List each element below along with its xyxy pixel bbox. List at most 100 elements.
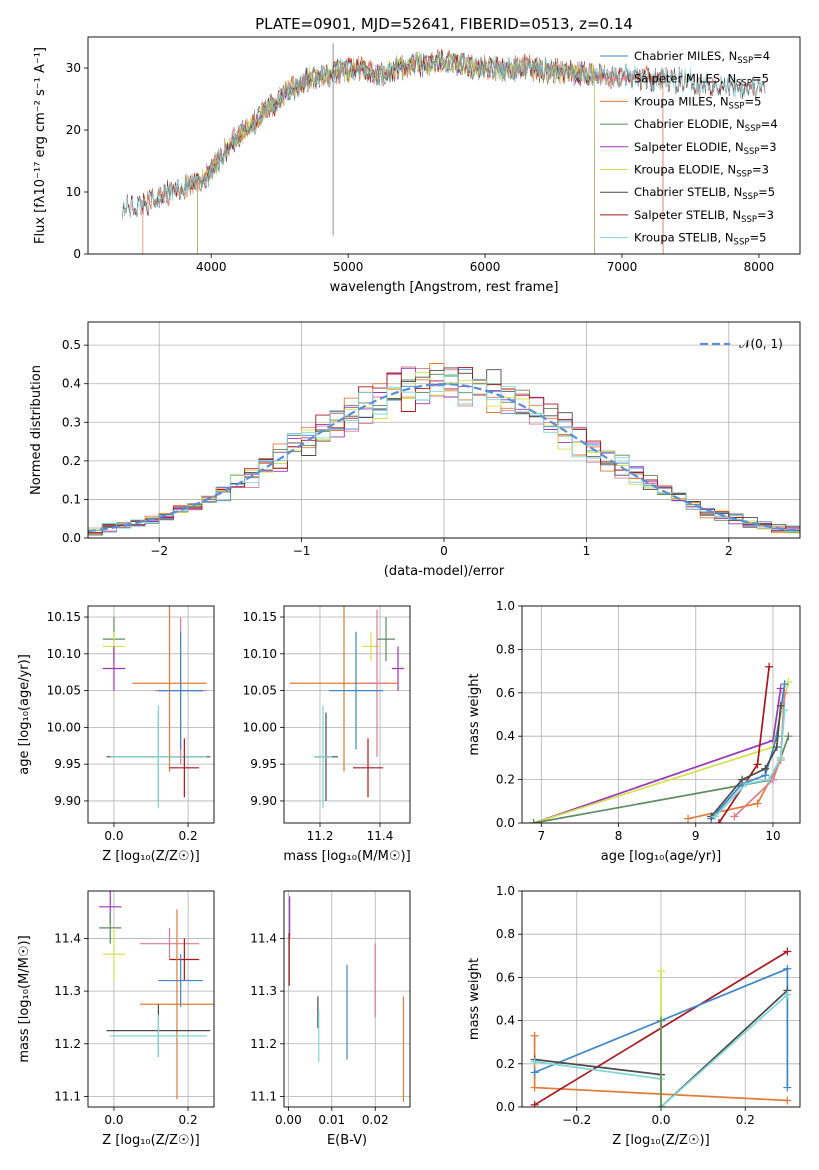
legend-label: Salpeter ELODIE, NSSP=3 — [634, 140, 777, 157]
legend-label-value: =5 — [752, 72, 769, 86]
x-tick-label: −2 — [150, 544, 168, 558]
axes-frame — [87, 321, 801, 539]
y-tick-label: 11.1 — [250, 1089, 277, 1103]
x-tick-label: 9 — [692, 829, 700, 843]
weight-marker — [780, 706, 789, 715]
y-axis-label: age [log₁₀(age/yr)] — [17, 654, 32, 775]
weight-marker — [714, 819, 723, 823]
y-tick-label: 0.4 — [496, 729, 515, 743]
weight-line — [687, 692, 786, 820]
weight-marker — [711, 812, 720, 821]
weight-marker — [657, 1016, 665, 1025]
spectrum-line — [121, 50, 766, 219]
age-vs-mass-panel: 11.2 11.4 9.90 9.95 10.00 10.05 10.10 10.15 mass… — [243, 605, 411, 864]
y-tick-label: 0 — [73, 247, 81, 261]
legend-label-sub: SSP — [745, 124, 761, 134]
y-tick-label: 10.00 — [243, 720, 277, 734]
x-tick-label: 11.4 — [367, 829, 394, 843]
weight-marker — [753, 799, 762, 808]
weight-marker — [529, 819, 538, 823]
error-bar-point — [110, 1014, 207, 1057]
x-tick-label: 0.0 — [104, 1113, 123, 1127]
plot-area — [88, 363, 800, 536]
legend-label: Kroupa MILES, NSSP=5 — [634, 94, 761, 111]
y-tick-label: 0.6 — [496, 686, 515, 700]
y-tick-label: 10.10 — [243, 647, 277, 661]
y-tick-label: 1.0 — [496, 599, 515, 613]
error-bar-point — [169, 938, 200, 981]
y-axis-label: mass [log₁₀(M/M☉)] — [17, 935, 32, 1062]
error-bar-point — [353, 738, 383, 798]
spectrum-line — [197, 51, 595, 254]
residual-histogram-panel: −2 −1 0 1 2 0.0 0.1 0.2 0.3 0.4 0.5 (data-model)/er… — [29, 321, 801, 579]
weight-marker — [530, 1100, 539, 1107]
weight-marker — [765, 662, 774, 671]
y-tick-label: 10.00 — [47, 720, 81, 734]
y-tick-label: 11.4 — [250, 931, 277, 945]
legend-label-value: =4 — [753, 49, 770, 63]
x-tick-label: 0.02 — [362, 1113, 389, 1127]
legend-label-text: Chabrier STELIB, N — [634, 185, 742, 199]
weight-marker — [684, 814, 693, 823]
legend-label: Salpeter MILES, NSSP=5 — [634, 72, 769, 89]
error-bar-point — [329, 631, 383, 750]
x-tick-label: 5000 — [333, 260, 364, 274]
x-tick-label: 0.0 — [651, 1113, 670, 1127]
x-tick-label: 10 — [765, 829, 780, 843]
legend: Chabrier MILES, N SSP =4 Salpeter MILES, NS… — [600, 49, 778, 248]
y-tick-label: 9.95 — [54, 757, 81, 771]
legend-label: Kroupa ELODIE, NSSP=3 — [634, 163, 769, 180]
x-axis-label: mass [log₁₀(M/M☉)] — [283, 849, 410, 864]
x-tick-label: 2 — [725, 544, 733, 558]
y-tick-label: 0.4 — [62, 377, 81, 391]
weight-marker — [784, 732, 793, 741]
y-tick-label: 11.1 — [54, 1089, 81, 1103]
weight-line — [710, 705, 782, 818]
weight-vs-age-panel: 7 8 9 10 0.0 0.2 0.4 0.6 0.8 1.0 age [log₁₀(age/yr… — [467, 599, 801, 864]
x-tick-label: −0.2 — [562, 1113, 591, 1127]
weight-marker — [753, 760, 762, 769]
y-tick-label: 0.8 — [496, 642, 515, 656]
error-bar-point — [139, 927, 200, 960]
x-tick-label: 4000 — [196, 260, 227, 274]
x-axis-label: (data-model)/error — [384, 564, 505, 579]
x-tick-label: 1 — [583, 544, 591, 558]
x-axis-label: age [log₁₀(age/yr)] — [601, 849, 722, 864]
x-tick-label: 7 — [537, 829, 545, 843]
legend-label-value: =5 — [744, 94, 761, 108]
x-axis-label: Z [log₁₀(Z/Z☉)] — [102, 1133, 199, 1148]
legend-label: Salpeter STELIB, NSSP=3 — [634, 208, 774, 225]
x-tick-label: 0.2 — [179, 1113, 198, 1127]
age-vs-metallicity-panel: 0.0 0.2 9.90 9.95 10.00 10.05 10.10 10.15 Z [log… — [17, 605, 215, 864]
weight-marker — [738, 775, 747, 784]
weight-marker — [783, 947, 792, 956]
y-tick-label: 9.95 — [250, 757, 277, 771]
x-tick-label: 7000 — [607, 260, 638, 274]
y-tick-label: 10 — [66, 185, 81, 199]
weight-marker — [741, 779, 750, 788]
y-tick-label: 10.10 — [47, 647, 81, 661]
x-tick-label: 0.0 — [104, 829, 123, 843]
x-axis-label: Z [log₁₀(Z/Z☉)] — [102, 849, 199, 864]
error-bar-point — [110, 705, 207, 809]
y-tick-label: 0.3 — [62, 415, 81, 429]
legend-label-text: Chabrier MILES, N — [634, 49, 737, 63]
axes-frame — [521, 890, 801, 1108]
plot-area — [288, 896, 405, 1102]
y-tick-label: 30 — [66, 61, 81, 75]
x-tick-label: 6000 — [470, 260, 501, 274]
legend-label-sub: SSP — [742, 192, 758, 202]
y-tick-label: 0.2 — [496, 1057, 515, 1071]
spectrum-line — [197, 52, 595, 254]
weight-marker — [730, 812, 739, 821]
weight-marker — [784, 677, 793, 686]
plot-area — [290, 606, 404, 809]
y-tick-label: 0.4 — [496, 1014, 515, 1028]
error-bar-point — [365, 609, 389, 757]
plot-area — [102, 606, 211, 809]
error-bar-point — [314, 705, 332, 809]
weight-marker — [783, 964, 792, 973]
legend-label-sub: SSP — [736, 170, 752, 180]
error-bar-point — [99, 912, 122, 944]
